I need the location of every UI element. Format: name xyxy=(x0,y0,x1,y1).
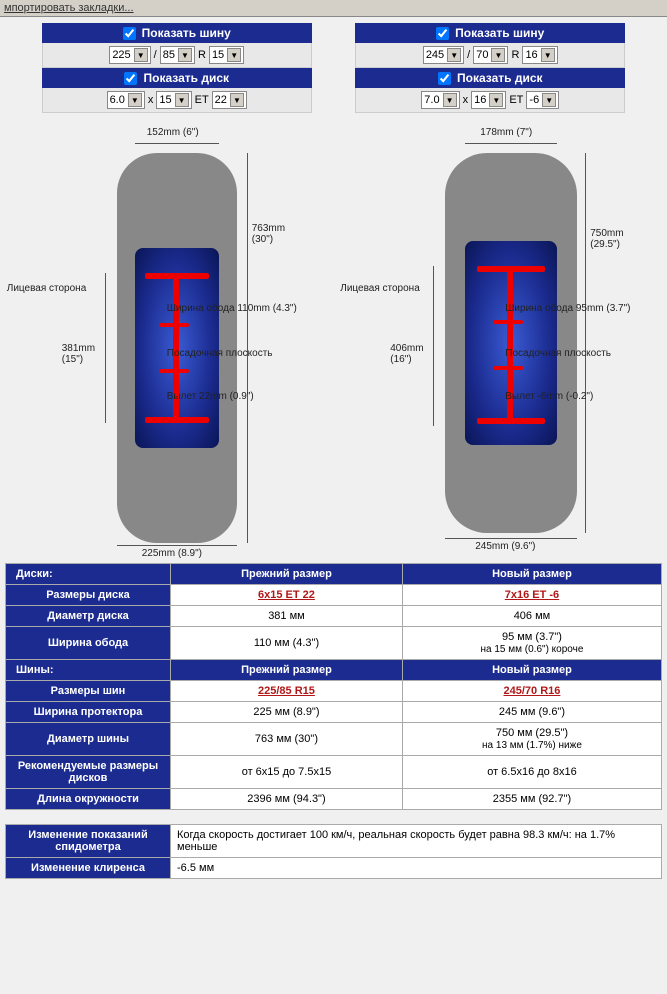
show-disc-label: Показать диск xyxy=(143,71,229,85)
tire-diam-select-r[interactable]: 16▼ xyxy=(522,46,557,64)
face-side-label-r: Лицевая сторона xyxy=(340,283,420,294)
left-controls: Показать шину 225▼ / 85▼ R 15▼ Показать … xyxy=(42,23,312,113)
disc-diam-select[interactable]: 15▼ xyxy=(156,91,191,109)
new-size-header: Новый размер xyxy=(402,564,661,585)
comparison-table: Диски: Прежний размер Новый размер Разме… xyxy=(5,563,662,810)
disc-selects-left: 6.0▼ x 15▼ ET 22▼ xyxy=(42,88,312,113)
disc-width-select[interactable]: 6.0▼ xyxy=(107,91,145,109)
show-disc-checkbox-left[interactable] xyxy=(124,72,137,85)
height-label-r: 750mm(29.5") xyxy=(590,228,623,250)
tire-sizes-label: Размеры шин xyxy=(6,681,171,702)
show-tire-header-left: Показать шину xyxy=(42,23,312,43)
table-row: Размеры диска 6x15 ET 22 7x16 ET -6 xyxy=(6,585,662,606)
bottom-width-label: 225mm (8.9") xyxy=(142,548,202,559)
show-tire-header-right: Показать шину xyxy=(355,23,625,43)
tread-width-old: 225 мм (8.9") xyxy=(171,702,403,723)
top-width-label: 152mm (6") xyxy=(147,127,199,138)
rim-width-new: 95 мм (3.7")на 15 мм (0.6") короче xyxy=(402,627,661,660)
circumference-label: Длина окружности xyxy=(6,789,171,810)
table-row: Изменение показаний спидометра Когда ско… xyxy=(6,825,662,858)
disc-diam-new: 406 мм xyxy=(402,606,661,627)
table-row: Диаметр диска 381 мм 406 мм xyxy=(6,606,662,627)
rec-disc-old: от 6x15 до 7.5x15 xyxy=(171,756,403,789)
show-tire-label: Показать шину xyxy=(142,26,231,40)
show-tire-checkbox-left[interactable] xyxy=(123,27,136,40)
offset-label-r: Вылет -6mm (-0.2") xyxy=(505,391,593,402)
tire-diam-select[interactable]: 15▼ xyxy=(209,46,244,64)
import-bookmarks[interactable]: мпортировать закладки... xyxy=(4,2,134,14)
circ-old: 2396 мм (94.3") xyxy=(171,789,403,810)
seat-plane-label: Посадочная плоскость xyxy=(167,348,273,359)
show-disc-header-right: Показать диск xyxy=(355,68,625,88)
tire-diam-label: Диаметр шины xyxy=(6,723,171,756)
circ-new: 2355 мм (92.7") xyxy=(402,789,661,810)
tire-width-select-r[interactable]: 245▼ xyxy=(423,46,464,64)
clearance-label: Изменение клиренса xyxy=(6,858,171,879)
top-width-label-r: 178mm (7") xyxy=(480,127,532,138)
tire-selects-right: 245▼ / 70▼ R 16▼ xyxy=(355,43,625,68)
disc-diam-old: 381 мм xyxy=(171,606,403,627)
speedo-label: Изменение показаний спидометра xyxy=(6,825,171,858)
show-tire-checkbox-right[interactable] xyxy=(436,27,449,40)
table-row: Диаметр шины 763 мм (30") 750 мм (29.5")… xyxy=(6,723,662,756)
disc-offset-select-r[interactable]: -6▼ xyxy=(526,91,559,109)
disc-diam-select-r[interactable]: 16▼ xyxy=(471,91,506,109)
disc-sizes-label: Размеры диска xyxy=(6,585,171,606)
diagrams: 152mm (6") 763mm(30") Лицевая сторона Ши… xyxy=(0,133,667,553)
bottom-width-label-r: 245mm (9.6") xyxy=(475,541,535,552)
inner-diam-label: 381mm(15") xyxy=(62,343,95,365)
inner-diam-label-r: 406mm(16") xyxy=(390,343,423,365)
table-row: Длина окружности 2396 мм (94.3") 2355 мм… xyxy=(6,789,662,810)
tires-header: Шины: xyxy=(6,660,171,681)
show-disc-header-left: Показать диск xyxy=(42,68,312,88)
rim-width-label: Ширина обода 110mm (4.3") xyxy=(167,303,297,314)
disc-selects-right: 7.0▼ x 16▼ ET -6▼ xyxy=(355,88,625,113)
speedo-text: Когда скорость достигает 100 км/ч, реаль… xyxy=(171,825,662,858)
controls-row: Показать шину 225▼ / 85▼ R 15▼ Показать … xyxy=(0,23,667,113)
tire-selects-left: 225▼ / 85▼ R 15▼ xyxy=(42,43,312,68)
table-row: Ширина обода 110 мм (4.3") 95 мм (3.7")н… xyxy=(6,627,662,660)
tire-diam-old: 763 мм (30") xyxy=(171,723,403,756)
table-row: Ширина протектора 225 мм (8.9") 245 мм (… xyxy=(6,702,662,723)
clearance-text: -6.5 мм xyxy=(171,858,662,879)
left-diagram: 152mm (6") 763mm(30") Лицевая сторона Ши… xyxy=(17,133,317,553)
tire-diam-new: 750 мм (29.5")на 13 мм (1.7%) ниже xyxy=(402,723,661,756)
tire-width-select[interactable]: 225▼ xyxy=(109,46,150,64)
disc-width-select-r[interactable]: 7.0▼ xyxy=(421,91,459,109)
show-disc-checkbox-right[interactable] xyxy=(438,72,451,85)
tire-size-old: 225/85 R15 xyxy=(258,685,315,697)
seat-plane-label-r: Посадочная плоскость xyxy=(505,348,611,359)
disc-diam-label: Диаметр диска xyxy=(6,606,171,627)
info-table: Изменение показаний спидометра Когда ско… xyxy=(5,824,662,879)
tire-profile-select-r[interactable]: 70▼ xyxy=(473,46,508,64)
face-side-label: Лицевая сторона xyxy=(7,283,87,294)
disc-size-new: 7x16 ET -6 xyxy=(505,589,559,601)
rec-disc-new: от 6.5x16 до 8x16 xyxy=(402,756,661,789)
tire-size-new: 245/70 R16 xyxy=(504,685,561,697)
offset-label: Вылет 22mm (0.9") xyxy=(167,391,254,402)
tire-profile-select[interactable]: 85▼ xyxy=(160,46,195,64)
rim-width-label-r: Ширина обода 95mm (3.7") xyxy=(505,303,630,314)
tread-width-new: 245 мм (9.6") xyxy=(402,702,661,723)
right-diagram: 178mm (7") 750mm(29.5") Лицевая сторона … xyxy=(350,133,650,553)
menu-bar: мпортировать закладки... xyxy=(0,0,667,17)
rim-width-label: Ширина обода xyxy=(6,627,171,660)
right-controls: Показать шину 245▼ / 70▼ R 16▼ Показать … xyxy=(355,23,625,113)
table-row: Размеры шин 225/85 R15 245/70 R16 xyxy=(6,681,662,702)
table-row: Изменение клиренса -6.5 мм xyxy=(6,858,662,879)
disc-offset-select[interactable]: 22▼ xyxy=(212,91,247,109)
rim-width-old: 110 мм (4.3") xyxy=(171,627,403,660)
disc-size-old: 6x15 ET 22 xyxy=(258,589,315,601)
old-size-header: Прежний размер xyxy=(171,564,403,585)
rec-disc-label: Рекомендуемые размеры дисков xyxy=(6,756,171,789)
discs-header: Диски: xyxy=(6,564,171,585)
height-label: 763mm(30") xyxy=(252,223,285,245)
table-row: Рекомендуемые размеры дисков от 6x15 до … xyxy=(6,756,662,789)
tread-width-label: Ширина протектора xyxy=(6,702,171,723)
